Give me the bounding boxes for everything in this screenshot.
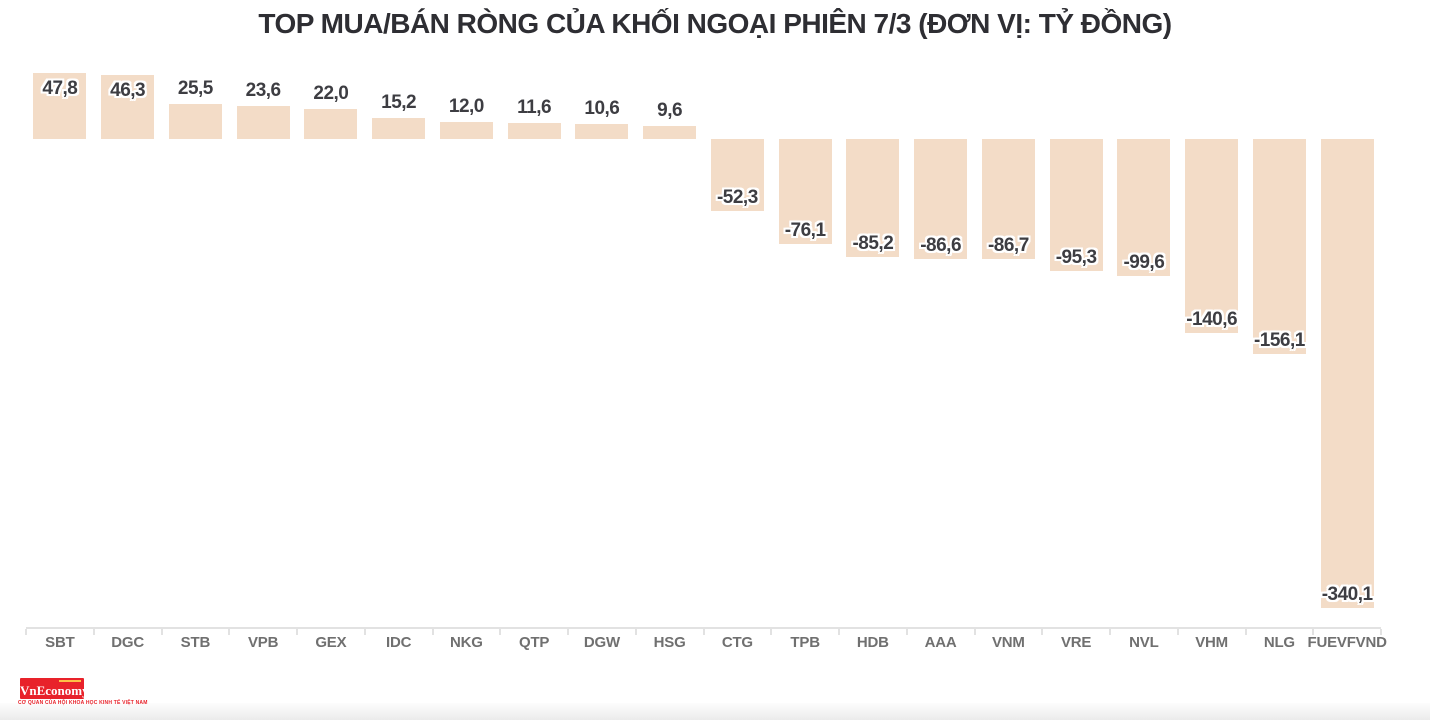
bar-value-label: -85,2 <box>852 233 894 254</box>
x-axis-tick <box>1176 629 1179 635</box>
bar-nlg <box>1252 139 1306 354</box>
bar-value-label: -86,7 <box>987 235 1029 256</box>
bar-stb <box>168 104 222 139</box>
x-axis-tick <box>431 629 434 635</box>
bar-sbt <box>33 73 87 139</box>
x-axis-tick <box>702 629 705 635</box>
bar-value-label: 11,6 <box>517 97 552 118</box>
category-label-dgc: DGC <box>111 634 144 651</box>
x-axis-tick <box>228 629 231 635</box>
category-label-vnm: VNM <box>992 634 1025 651</box>
bar-value-label: -140,6 <box>1186 309 1238 330</box>
bar-dgc <box>101 75 155 139</box>
x-axis-tick <box>499 629 502 635</box>
category-label-gex: GEX <box>315 634 347 651</box>
category-label-vpb: VPB <box>248 634 279 651</box>
bar-value-label: 10,6 <box>584 98 620 119</box>
category-label-hsg: HSG <box>653 634 686 651</box>
category-label-vre: VRE <box>1061 634 1092 651</box>
category-label-fuevfvnd: FUEVFVND <box>1307 634 1387 651</box>
bar-vhm <box>1185 139 1239 333</box>
x-axis-tick <box>567 629 569 635</box>
category-label-vhm: VHM <box>1195 634 1228 651</box>
vneconomy-logo: VnEconomy <box>20 678 89 699</box>
category-label-sbt: SBT <box>45 634 75 651</box>
bar-value-label: -86,6 <box>920 235 962 256</box>
bar-tpb <box>778 139 832 244</box>
category-label-stb: STB <box>180 634 211 651</box>
bar-qtp <box>507 123 561 139</box>
bar-value-label: 12,0 <box>448 96 484 117</box>
bar-fuevfvnd <box>1320 139 1374 608</box>
x-axis-tick <box>770 629 773 635</box>
bar-nvl <box>1117 139 1171 276</box>
bar-value-label: 22,0 <box>313 83 349 104</box>
x-axis-tick <box>973 629 976 635</box>
x-axis-tick <box>296 629 298 635</box>
bar-vpb <box>236 106 290 139</box>
logo-subtext: CƠ QUAN CỦA HỘI KHOA HỌC KINH TẾ VIỆT NA… <box>18 700 148 706</box>
x-axis-line <box>26 627 1381 629</box>
category-label-nlg: NLG <box>1263 634 1295 651</box>
x-axis-tick <box>1109 629 1111 635</box>
logo-tagline-mark <box>59 680 81 682</box>
x-axis-tick <box>25 629 27 635</box>
bar-value-label: -95,3 <box>1055 247 1097 268</box>
x-axis-tick <box>1380 629 1382 635</box>
x-axis-tick <box>92 629 95 635</box>
bar-value-label: -76,1 <box>784 220 826 241</box>
bar-gex <box>304 109 358 139</box>
category-label-hdb: HDB <box>856 634 889 651</box>
category-label-tpb: TPB <box>790 634 820 651</box>
x-axis-tick <box>1244 629 1247 635</box>
logo-wordmark: VnEconomy <box>20 683 89 698</box>
bar-vnm <box>981 139 1035 259</box>
logo-background <box>20 678 84 699</box>
x-axis-tick <box>838 629 840 635</box>
bar-value-label: -52,3 <box>716 187 758 208</box>
bar-value-label: -99,6 <box>1123 252 1165 273</box>
category-label-ctg: CTG <box>721 634 753 651</box>
bar-idc <box>372 118 426 139</box>
x-axis-tick <box>905 629 908 635</box>
x-axis-tick <box>160 629 163 635</box>
chart-title: TOP MUA/BÁN RÒNG CỦA KHỐI NGOẠI PHIÊN 7/… <box>258 8 1172 39</box>
bar-hsg <box>643 126 697 139</box>
x-axis-tick <box>634 629 637 635</box>
bar-value-label: 25,5 <box>177 78 213 99</box>
bar-nkg <box>439 122 493 139</box>
category-label-dgw: DGW <box>583 634 620 651</box>
bar-value-label: 46,3 <box>110 80 146 101</box>
bar-value-label: 9,6 <box>657 100 683 121</box>
x-axis-tick <box>1041 629 1044 635</box>
bar-hdb <box>846 139 900 257</box>
bar-dgw <box>575 124 629 139</box>
bar-value-label: 23,6 <box>245 80 281 101</box>
category-label-nkg: NKG <box>450 634 483 651</box>
category-label-qtp: QTP <box>519 634 550 651</box>
category-label-aaa: AAA <box>924 634 957 651</box>
bar-value-label: -156,1 <box>1253 330 1305 351</box>
bar-value-label: -340,1 <box>1321 584 1373 605</box>
bar-value-label: 15,2 <box>381 92 417 113</box>
footer-strip <box>0 703 1430 720</box>
x-axis-tick <box>363 629 366 635</box>
bar-value-label: 47,8 <box>42 78 78 99</box>
x-axis-tick <box>1312 629 1315 635</box>
bar-vre <box>1049 139 1103 271</box>
bar-aaa <box>914 139 968 259</box>
bar-ctg <box>710 139 764 211</box>
category-label-nvl: NVL <box>1129 634 1159 651</box>
category-label-idc: IDC <box>386 634 412 651</box>
